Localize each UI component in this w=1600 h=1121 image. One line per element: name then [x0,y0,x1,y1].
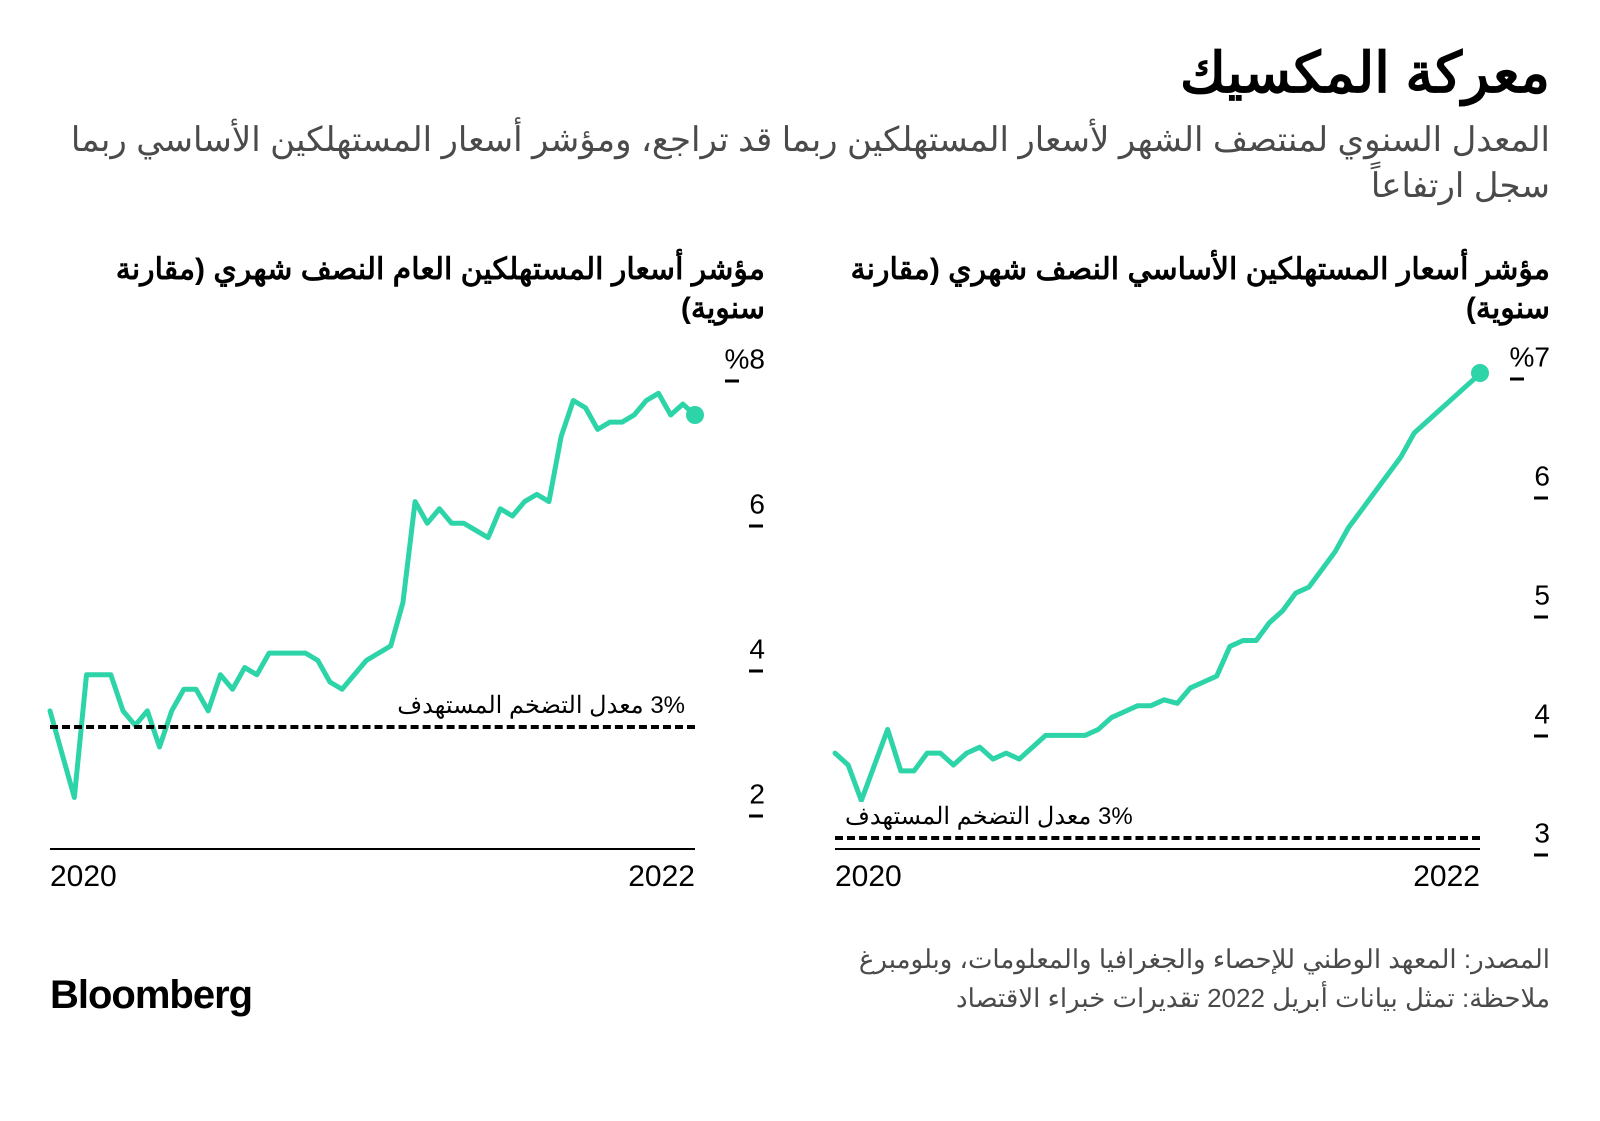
y-tick-mark [749,670,763,673]
y-tick-label: 4 [1534,700,1550,728]
x-label-end: 2022 [1413,860,1480,910]
y-tick: %7 [1510,343,1550,380]
chart-core-cpi: مؤشر أسعار المستهلكين الأساسي النصف شهري… [835,250,1550,910]
y-tick: 6 [749,491,765,528]
y-tick-label: 3 [1534,819,1550,847]
y-tick-mark [725,380,739,383]
chart-headline-title: مؤشر أسعار المستهلكين العام النصف شهري (… [50,250,765,330]
chart-core-xaxis: 2020 2022 [835,860,1480,910]
chart-core-line [835,350,1480,848]
chart-headline-line [50,350,695,848]
inflation-target-label: 3% معدل التضخم المستهدف [841,802,1137,831]
y-tick: 5 [1534,581,1550,618]
y-tick-mark [1534,496,1548,499]
inflation-target-label: 3% معدل التضخم المستهدف [393,691,689,720]
chart-headline-yaxis: 246%8 [695,350,765,850]
inflation-target-line [835,836,1480,840]
y-tick-mark [749,525,763,528]
y-tick-label: 6 [1534,462,1550,490]
y-tick-mark [1534,615,1548,618]
y-tick-mark [749,815,763,818]
bloomberg-logo: Bloomberg [50,973,252,1018]
subhead: المعدل السنوي لمنتصف الشهر لأسعار المسته… [50,118,1550,210]
inflation-target-line [50,725,695,729]
chart-core-title: مؤشر أسعار المستهلكين الأساسي النصف شهري… [835,250,1550,330]
chart-headline-xaxis: 2020 2022 [50,860,695,910]
y-tick: %8 [725,346,765,383]
series-line [835,373,1480,800]
y-tick: 6 [1534,462,1550,499]
footer: المصدر: المعهد الوطني للإحصاء والجغرافيا… [50,940,1550,1018]
chart-core-yaxis: 3456%7 [1480,350,1550,850]
y-tick-label: %8 [725,346,765,374]
chart-headline-cpi: مؤشر أسعار المستهلكين العام النصف شهري (… [50,250,765,910]
y-tick-mark [1534,734,1548,737]
y-tick-mark [1510,377,1524,380]
x-label-start: 2020 [835,860,902,910]
y-tick-label: 6 [749,491,765,519]
y-tick: 2 [749,781,765,818]
chart-headline-area: 3% معدل التضخم المستهدف 246%8 2020 2022 [50,350,765,910]
chart-headline-plot: 3% معدل التضخم المستهدف [50,350,695,850]
charts-row: مؤشر أسعار المستهلكين الأساسي النصف شهري… [50,250,1550,910]
y-tick: 4 [749,636,765,673]
series-line [50,393,695,797]
y-tick: 4 [1534,700,1550,737]
y-tick-label: 4 [749,636,765,664]
footer-text: المصدر: المعهد الوطني للإحصاء والجغرافيا… [859,940,1550,1018]
x-label-start: 2020 [50,860,117,910]
y-tick-label: 2 [749,781,765,809]
chart-core-plot: 3% معدل التضخم المستهدف [835,350,1480,850]
y-tick-mark [1534,853,1548,856]
x-label-end: 2022 [628,860,695,910]
chart-core-area: 3% معدل التضخم المستهدف 3456%7 2020 2022 [835,350,1550,910]
y-tick-label: 5 [1534,581,1550,609]
footer-source: المصدر: المعهد الوطني للإحصاء والجغرافيا… [859,940,1550,979]
y-tick: 3 [1534,819,1550,856]
y-tick-label: %7 [1510,343,1550,371]
footer-note: ملاحظة: تمثل بيانات أبريل 2022 تقديرات خ… [859,979,1550,1018]
headline: معركة المكسيك [50,40,1550,106]
